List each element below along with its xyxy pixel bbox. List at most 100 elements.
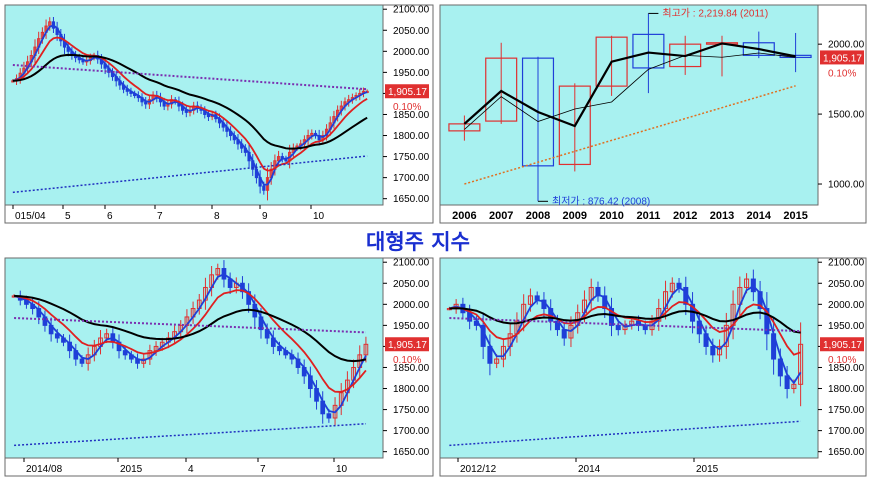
candle-body [561, 329, 567, 339]
last-price-label: 1,905.17 [388, 340, 427, 351]
y-tick-label: 2100.00 [828, 258, 865, 269]
ma-line-trend [12, 64, 368, 91]
y-tick-label: 1650.00 [393, 447, 430, 458]
x-tick-label: 9 [262, 211, 268, 222]
x-tick-label: 2014/08 [26, 464, 63, 475]
ma-line-mid [13, 289, 367, 393]
y-tick-label: 1750.00 [828, 405, 865, 416]
ma-line-base [449, 420, 801, 447]
candle-body [595, 36, 628, 87]
last-price-label: 1,905.17 [823, 340, 862, 351]
y-tick-label: 1800.00 [393, 131, 430, 142]
y-tick-label: 1800.00 [828, 384, 865, 395]
change-label: 0.10% [393, 102, 421, 113]
x-tick-label: 8 [214, 211, 220, 222]
y-tick-label: 1700.00 [393, 426, 430, 437]
candle-body [141, 358, 147, 364]
y-tick-label: 2050.00 [828, 279, 865, 290]
y-tick-label: 2050.00 [393, 279, 430, 290]
candle-body [777, 358, 783, 377]
candle-body [798, 343, 804, 385]
y-tick-label: 2000.00 [393, 47, 430, 58]
candle-body [710, 345, 716, 356]
y-tick-label: 1800.00 [393, 384, 430, 395]
ma-line-long [449, 307, 801, 334]
y-tick-label: 1950.00 [393, 68, 430, 79]
x-tick-label: 015/04 [15, 211, 46, 222]
x-tick-label: 2012/12 [460, 464, 497, 475]
x-tick-label: 2010 [599, 210, 623, 222]
x-tick-label: 2015 [120, 464, 143, 475]
candle-body [558, 85, 591, 166]
x-tick-label: 2008 [526, 210, 550, 222]
change-label: 0.10% [828, 355, 856, 366]
last-price-label: 1,905.17 [823, 53, 862, 64]
ma-line-long [12, 53, 368, 150]
last-price-flag [820, 337, 864, 352]
candle-body [568, 324, 574, 339]
low-annotation: 최저가 : 876.42 (2008) [552, 195, 650, 207]
page-title: 대형주 지수 [366, 230, 470, 254]
y-tick-label: 1850.00 [393, 363, 430, 374]
y-tick-label: 2100.00 [393, 5, 430, 16]
ma-line-long [14, 294, 367, 363]
y-tick-label: 2100.00 [393, 258, 430, 269]
y-tick-label: 2000.00 [828, 40, 865, 51]
candle-body [277, 345, 282, 352]
y-tick-label: 2050.00 [393, 26, 430, 37]
candle-body [615, 324, 621, 331]
candle-body [669, 282, 675, 293]
y-tick-label: 1950.00 [393, 321, 430, 332]
y-tick-label: 1700.00 [828, 426, 865, 437]
candle-body [262, 185, 266, 191]
x-tick-label: 2014 [747, 210, 772, 222]
ma-line-short [13, 273, 367, 414]
ma-line-base [12, 155, 368, 194]
candle-body [622, 324, 628, 331]
candle-body [527, 295, 533, 305]
y-tick-label: 1650.00 [828, 447, 865, 458]
y-tick-label: 1650.00 [393, 194, 430, 205]
ma-line-short [463, 42, 796, 128]
x-tick-label: 7 [157, 211, 163, 222]
candle-body [632, 33, 665, 69]
candle-body [521, 57, 555, 167]
x-tick-label: 2009 [563, 210, 587, 222]
last-price-flag [820, 50, 864, 65]
candle-body [326, 413, 332, 419]
x-tick-label: 2014 [578, 464, 601, 475]
ma-line-long [464, 52, 796, 130]
y-tick-label: 1000.00 [828, 180, 865, 191]
ma-line-trend [449, 317, 801, 333]
y-tick-label: 1500.00 [828, 110, 865, 121]
x-tick-label: 4 [188, 464, 194, 475]
y-tick-label: 1850.00 [828, 363, 865, 374]
x-tick-label: 10 [313, 211, 325, 222]
candle-body [595, 286, 601, 297]
candle-body [494, 358, 500, 364]
panel-bottom-right: 2100.002050.002000.001950.001900.001850.… [439, 257, 867, 477]
candle-body [122, 350, 128, 356]
x-tick-label: 2015 [696, 464, 719, 475]
x-tick-label: 2007 [489, 210, 513, 222]
plot-area [439, 4, 819, 206]
panel-top-left: 2100.002050.002000.001950.001900.001850.… [4, 4, 434, 224]
ma-line-trend [464, 85, 796, 185]
y-tick-label: 2000.00 [828, 300, 865, 311]
y-tick-label: 1750.00 [393, 152, 430, 163]
x-tick-label: 5 [65, 211, 71, 222]
x-tick-label: 2011 [636, 210, 660, 222]
ma-line-trend [14, 317, 366, 334]
candle-body [79, 358, 85, 364]
candle-body [742, 42, 775, 56]
panel-top-right: 2000.00 1500.00 1000.00 1,905.17 0.10% 2006 20… [439, 4, 867, 224]
candle-body [104, 333, 110, 339]
y-tick-label: 2000.00 [393, 300, 430, 311]
last-price-flag [385, 84, 429, 99]
x-tick-label: 6 [107, 211, 113, 222]
ma-line-short [449, 284, 802, 385]
candle-body [276, 156, 281, 162]
x-tick-label: 7 [260, 464, 266, 475]
x-tick-label: 10 [336, 464, 348, 475]
